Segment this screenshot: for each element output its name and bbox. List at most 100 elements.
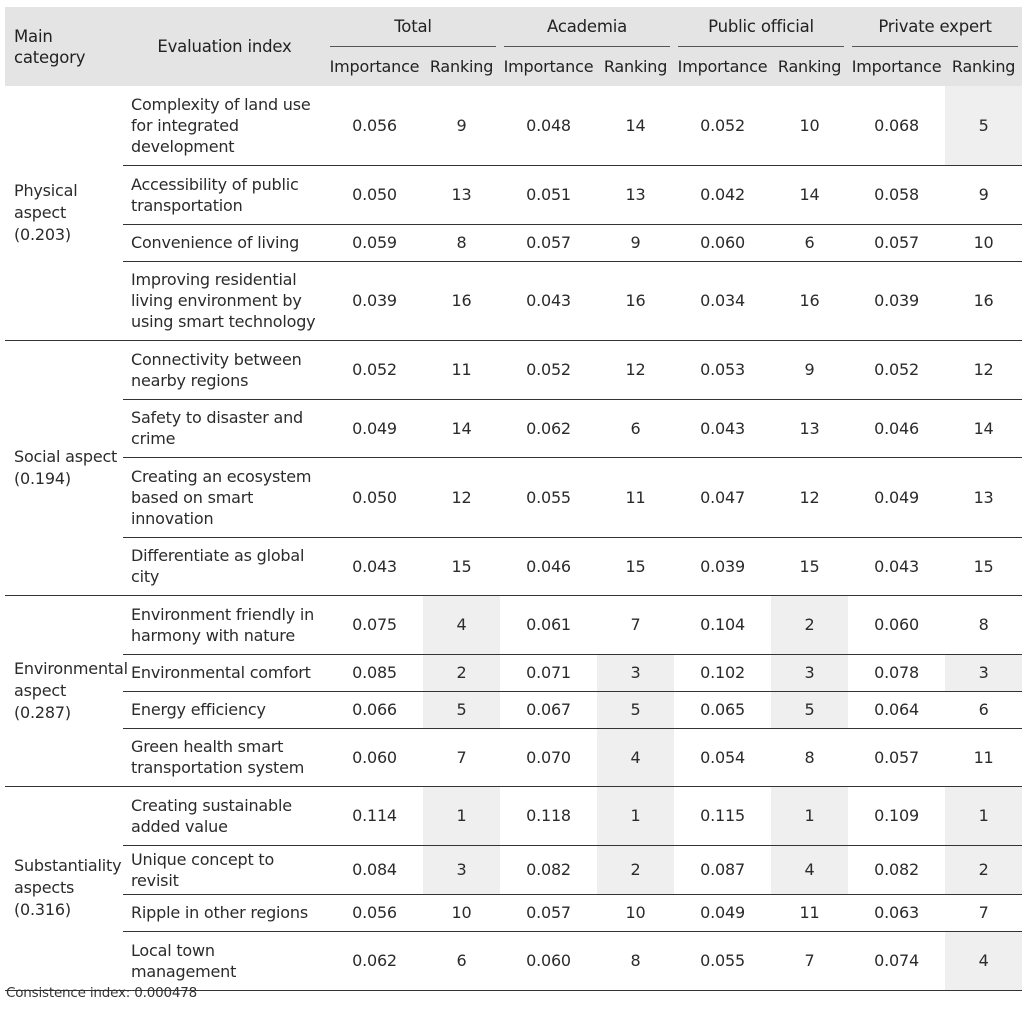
evaluation-index-cell: Accessibility of public transportation (123, 165, 326, 225)
evaluation-index-cell: Creating sustainable added value (123, 786, 326, 846)
ranking-cell: 8 (423, 224, 501, 262)
importance-cell: 0.048 (500, 86, 598, 166)
table-row: Substantiality aspects (0.316) Creating s… (5, 786, 1023, 991)
ranking-cell: 5 (945, 86, 1023, 166)
ranking-cell: 8 (945, 595, 1023, 655)
table-row: Green health smart transportation system… (5, 728, 1023, 787)
evaluation-index-cell: Environment friendly in harmony with nat… (123, 595, 326, 655)
importance-cell: 0.067 (500, 691, 598, 729)
ranking-cell: 15 (771, 537, 849, 596)
ranking-cell: 12 (597, 340, 675, 400)
ranking-cell: 13 (597, 165, 675, 225)
ranking-cell: 11 (771, 894, 849, 932)
ranking-cell: 4 (597, 728, 675, 787)
evaluation-table-container: Main category Evaluation index Total Aca… (5, 7, 1023, 991)
ranking-cell: 1 (423, 786, 501, 846)
importance-cell: 0.104 (674, 595, 772, 655)
ranking-cell: 12 (423, 457, 501, 538)
importance-cell: 0.047 (674, 457, 772, 538)
main-category-cell: Substantiality aspects (0.316) (5, 786, 123, 991)
ranking-cell: 13 (771, 399, 849, 458)
table-header: Main category Evaluation index Total Aca… (5, 7, 1023, 86)
table-row: Environmental aspect (0.287) Environment … (5, 595, 1023, 787)
ranking-cell: 10 (597, 894, 675, 932)
ranking-cell: 2 (771, 595, 849, 655)
group-label: Total (330, 7, 497, 47)
ranking-cell: 14 (597, 86, 675, 166)
importance-cell: 0.055 (500, 457, 598, 538)
table-row: Energy efficiency 0.066 5 0.067 5 0.065 5 0.064… (5, 691, 1023, 729)
ranking-cell: 4 (423, 595, 501, 655)
ranking-cell: 8 (597, 931, 675, 991)
importance-cell: 0.043 (674, 399, 772, 458)
evaluation-index-cell: Creating an ecosystem based on smart inn… (123, 457, 326, 538)
group-header-total: Total (326, 7, 501, 47)
evaluation-index-table: Main category Evaluation index Total Aca… (5, 7, 1023, 991)
evaluation-index-cell: Environmental comfort (123, 654, 326, 692)
ranking-cell: 9 (597, 224, 675, 262)
importance-cell: 0.043 (848, 537, 946, 596)
importance-cell: 0.056 (326, 86, 423, 166)
importance-cell: 0.057 (848, 224, 946, 262)
ranking-cell: 11 (945, 728, 1023, 787)
importance-cell: 0.052 (326, 340, 423, 400)
importance-cell: 0.043 (500, 261, 598, 341)
ranking-cell: 2 (597, 845, 675, 895)
ranking-cell: 16 (597, 261, 675, 341)
table-row: Local town management 0.062 6 0.060 8 0.055 7 0… (5, 931, 1023, 991)
ranking-cell: 3 (771, 654, 849, 692)
ranking-cell: 9 (771, 340, 849, 400)
evaluation-index-cell: Ripple in other regions (123, 894, 326, 932)
table-body: Physical aspect (0.203) Complexity of lan… (5, 86, 1023, 991)
importance-cell: 0.052 (674, 86, 772, 166)
importance-cell: 0.063 (848, 894, 946, 932)
ranking-header: Ranking (945, 47, 1023, 86)
importance-cell: 0.085 (326, 654, 423, 692)
importance-cell: 0.078 (848, 654, 946, 692)
ranking-cell: 6 (597, 399, 675, 458)
importance-header: Importance (848, 47, 946, 86)
importance-cell: 0.042 (674, 165, 772, 225)
evaluation-index-cell: Complexity of land use for integrated de… (123, 86, 326, 166)
ranking-cell: 14 (945, 399, 1023, 458)
ranking-cell: 7 (945, 894, 1023, 932)
importance-cell: 0.115 (674, 786, 772, 846)
evaluation-index-cell: Differentiate as global city (123, 537, 326, 596)
ranking-cell: 13 (945, 457, 1023, 538)
importance-cell: 0.056 (326, 894, 423, 932)
table-row: Convenience of living 0.059 8 0.057 9 0.060 6 0… (5, 224, 1023, 262)
ranking-cell: 15 (945, 537, 1023, 596)
importance-cell: 0.052 (500, 340, 598, 400)
ranking-cell: 15 (597, 537, 675, 596)
ranking-cell: 3 (423, 845, 501, 895)
ranking-header: Ranking (423, 47, 501, 86)
importance-cell: 0.082 (500, 845, 598, 895)
importance-cell: 0.066 (326, 691, 423, 729)
importance-cell: 0.053 (674, 340, 772, 400)
importance-cell: 0.050 (326, 165, 423, 225)
importance-cell: 0.039 (848, 261, 946, 341)
table-row: Differentiate as global city 0.043 15 0.046… (5, 537, 1023, 596)
ranking-cell: 14 (771, 165, 849, 225)
ranking-cell: 5 (771, 691, 849, 729)
table-row: Physical aspect (0.203) Complexity of lan… (5, 86, 1023, 341)
ranking-cell: 4 (771, 845, 849, 895)
evaluation-index-cell: Local town management (123, 931, 326, 991)
importance-cell: 0.075 (326, 595, 423, 655)
importance-cell: 0.062 (500, 399, 598, 458)
group-header-private-expert: Private expert (848, 7, 1023, 47)
importance-header: Importance (500, 47, 598, 86)
importance-cell: 0.059 (326, 224, 423, 262)
importance-cell: 0.074 (848, 931, 946, 991)
ranking-cell: 1 (771, 786, 849, 846)
importance-cell: 0.046 (848, 399, 946, 458)
group-header-academia: Academia (500, 7, 675, 47)
ranking-cell: 13 (423, 165, 501, 225)
ranking-cell: 6 (423, 931, 501, 991)
importance-cell: 0.049 (848, 457, 946, 538)
importance-cell: 0.070 (500, 728, 598, 787)
group-label: Academia (504, 7, 671, 47)
evaluation-index-cell: Green health smart transportation system (123, 728, 326, 787)
importance-cell: 0.054 (674, 728, 772, 787)
importance-cell: 0.057 (500, 894, 598, 932)
